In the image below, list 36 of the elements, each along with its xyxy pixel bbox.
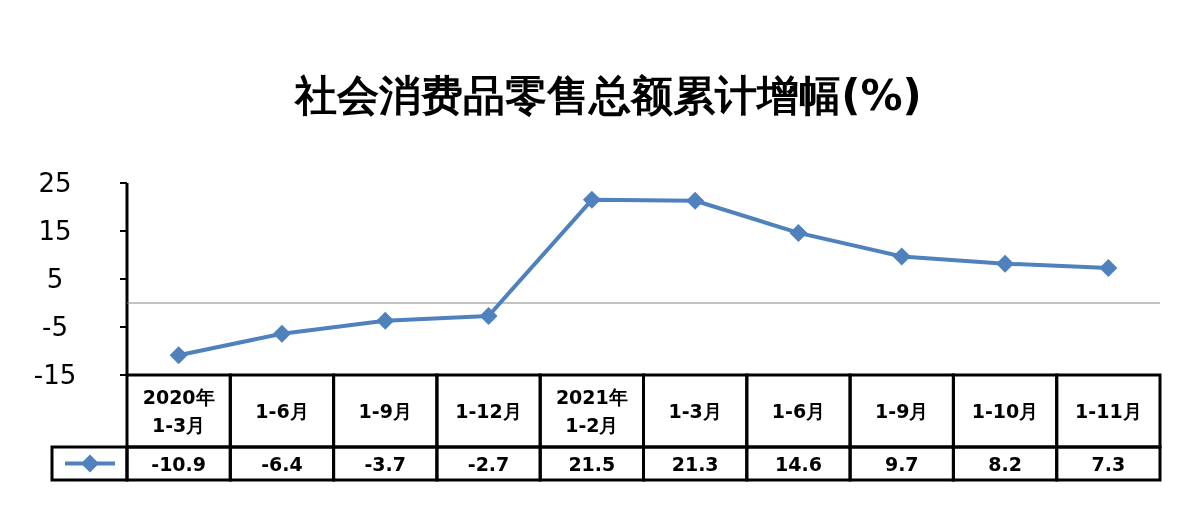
x-tick-label: 1-9月 [875,400,929,422]
x-tick-label: 1-6月 [255,400,309,422]
x-tick-label: 1-12月 [455,400,522,422]
point [892,247,911,266]
point [996,254,1015,273]
data-label: 9.7 [884,452,919,475]
point [686,191,705,210]
data-label: -10.9 [151,452,207,475]
x-tick-label: 1-11月 [1075,400,1142,422]
data-label: -2.7 [467,452,510,475]
x-tick-label: 1-3月 [668,400,722,422]
point [1099,258,1118,277]
x-tick-label: 2020年 1-3月 [142,386,215,436]
y-tick-label: 25 [38,168,72,198]
point [169,346,188,365]
y-tick-label: -5 [42,312,68,342]
point [789,223,808,242]
data-label: 21.5 [568,452,616,475]
data-label: 7.3 [1091,452,1126,475]
y-tick-label: 15 [38,216,72,246]
point [479,306,498,325]
y-tick-label: 5 [46,264,64,294]
point [376,311,395,330]
point [272,324,291,343]
data-label: 14.6 [775,452,822,475]
data-label: -3.7 [364,452,407,475]
x-tick-label: 2021年 1-2月 [555,386,628,436]
x-tick-label: 1-9月 [358,400,412,422]
data-label: -6.4 [261,452,303,475]
point [582,190,601,209]
data-label: 8.2 [988,452,1022,475]
x-tick-label: 1-6月 [771,400,826,422]
y-tick-label: -15 [33,360,77,390]
chart-title: 社会消费品零售总额累计增幅(%) [293,71,922,120]
x-tick-label: 1-10月 [971,400,1039,422]
data-label: 21.3 [671,452,719,475]
